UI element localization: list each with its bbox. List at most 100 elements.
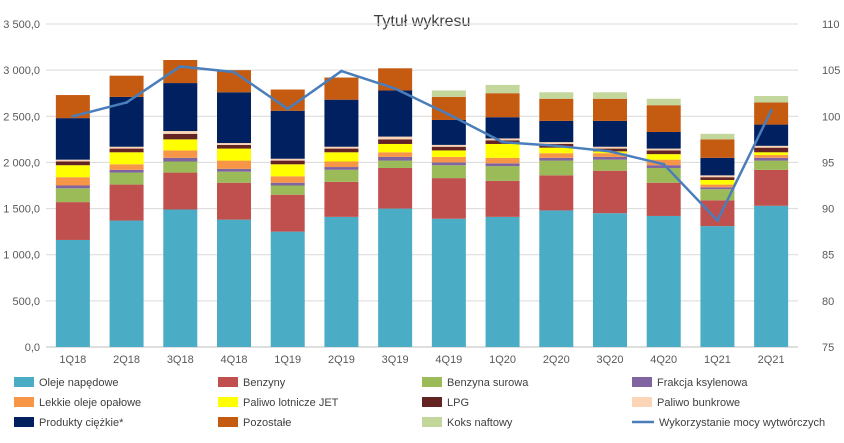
- bar-segment: [700, 133, 735, 140]
- bar-segment: [485, 166, 520, 181]
- bar-segment: [485, 157, 520, 164]
- bar-segment: [324, 146, 359, 149]
- bar-segment: [270, 176, 305, 183]
- bar-segment: [324, 161, 359, 168]
- bar-segment: [485, 93, 520, 118]
- y-axis-left: 0,0 500,0 1 000,0 1 500,0 2 000,0 2 500,0 3 00…: [3, 19, 40, 354]
- bar-segment: [109, 164, 144, 170]
- y-tick-label: 500,0: [12, 296, 40, 308]
- bar-segment: [485, 180, 520, 217]
- legend-swatch: [14, 377, 34, 387]
- legend-label: Frakcja ksylenowa: [657, 377, 748, 389]
- bar-segment: [700, 157, 735, 176]
- legend-swatch: [14, 397, 34, 407]
- bar-segment: [217, 160, 251, 169]
- line-point: [125, 100, 129, 104]
- bar-segment: [593, 170, 627, 214]
- line-point: [447, 112, 451, 116]
- bar-segment: [270, 164, 305, 177]
- line-point: [608, 149, 612, 153]
- bar-segment: [55, 159, 90, 162]
- x-tick-label: 4Q20: [650, 354, 677, 366]
- bar-segment: [109, 75, 144, 97]
- line-point: [501, 140, 505, 144]
- bar-segment: [163, 133, 198, 140]
- bar-segment: [324, 216, 359, 347]
- bar-segment: [539, 157, 574, 161]
- bar-segment: [217, 171, 251, 183]
- x-tick-label: 3Q19: [382, 354, 409, 366]
- bar-segment: [270, 160, 305, 165]
- bar-segment: [431, 156, 466, 163]
- legend-label: Oleje napędowe: [39, 377, 119, 389]
- bar-segment: [270, 185, 305, 195]
- legend-label: Benzyny: [243, 377, 286, 389]
- bar-segment: [217, 182, 251, 220]
- line-point: [71, 114, 75, 118]
- bar-segment: [55, 185, 90, 189]
- x-tick-label: 2Q18: [113, 354, 140, 366]
- bar-segment: [324, 152, 359, 162]
- line-series-path: [72, 65, 773, 222]
- bar-segment: [324, 169, 359, 182]
- y-tick-label: 0,0: [25, 342, 40, 354]
- bar-segment: [431, 90, 466, 97]
- bar-segment: [163, 59, 198, 84]
- legend-label: Lekkie oleje opałowe: [39, 397, 141, 409]
- bar-segment: [754, 205, 789, 347]
- bar-segment: [485, 84, 520, 94]
- bar-segment: [700, 175, 735, 178]
- line-point: [286, 107, 290, 111]
- bar-segment: [754, 155, 789, 158]
- bar-segment: [378, 160, 413, 168]
- bar-segment: [270, 158, 305, 161]
- legend-label: Produkty ciężkie*: [39, 417, 124, 429]
- bar-segment: [109, 148, 144, 153]
- line-point: [715, 219, 719, 223]
- bar-segment: [700, 177, 735, 180]
- bar-segment: [754, 95, 789, 103]
- bar-segment: [163, 139, 198, 151]
- y2-tick-label: 80: [822, 296, 834, 308]
- x-tick-label: 3Q20: [597, 354, 624, 366]
- y2-tick-label: 85: [822, 250, 834, 262]
- bar-segment: [55, 202, 90, 240]
- bar-segment: [217, 144, 251, 149]
- bar-segment: [646, 154, 681, 160]
- y2-tick-label: 110: [822, 19, 840, 31]
- bar-segment: [754, 152, 789, 156]
- y-tick-label: 2 500,0: [3, 111, 40, 123]
- bar-segment: [593, 98, 627, 121]
- bar-segment: [485, 117, 520, 139]
- bar-segment: [217, 70, 251, 93]
- x-tick-label: 2Q20: [543, 354, 570, 366]
- bar-segment: [163, 150, 198, 158]
- bar-segment: [431, 165, 466, 179]
- bar-segment: [646, 215, 681, 347]
- y2-tick-label: 90: [822, 204, 834, 216]
- bar-segment: [55, 161, 90, 166]
- bar-segment: [378, 136, 413, 140]
- bar-segment: [593, 120, 627, 147]
- bar-segment: [378, 156, 413, 161]
- legend-swatch: [14, 417, 34, 427]
- legend-swatch: [632, 377, 652, 387]
- y-tick-label: 3 000,0: [3, 65, 40, 77]
- chart-title: Tytuł wykresu: [374, 13, 471, 30]
- bar-segment: [217, 143, 251, 145]
- bar-segment: [539, 120, 574, 143]
- y2-tick-label: 105: [822, 65, 840, 77]
- bar-segment: [539, 92, 574, 99]
- legend: Oleje napędowe Benzyny Benzyna surowa Frakc…: [14, 377, 825, 429]
- bar-segment: [539, 142, 574, 144]
- bar-segment: [593, 213, 627, 347]
- bar-segment: [378, 143, 413, 153]
- bar-segment: [163, 131, 198, 134]
- bar-segment: [109, 172, 144, 185]
- bar-segment: [700, 184, 735, 188]
- bar-segment: [378, 152, 413, 157]
- legend-swatch: [218, 417, 238, 427]
- bar-segment: [163, 157, 198, 162]
- bar-segment: [700, 189, 735, 201]
